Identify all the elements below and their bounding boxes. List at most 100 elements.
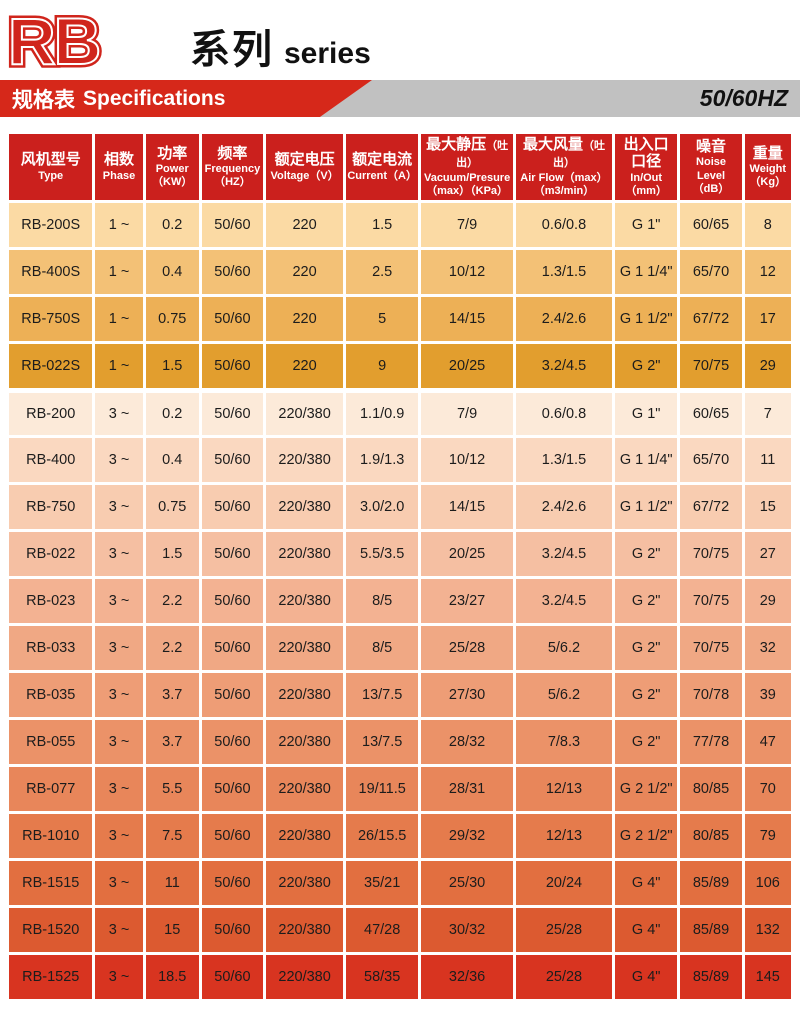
rb-logo: RB RB (8, 8, 105, 74)
column-header: 最大静压（吐出） Vacuum/Presure （max）（KPa） (421, 134, 514, 200)
value-cell: 65/70 (680, 250, 742, 294)
value-cell: 47 (744, 720, 791, 764)
value-cell: 3.0/2.0 (346, 485, 419, 529)
value-cell: G 4" (614, 955, 678, 999)
specifications-title-cn: 规格表 (12, 88, 75, 112)
table-row: RB-077 3 ~5.5 50/60 220/380 19/11.5 28/31 12/1… (9, 767, 791, 811)
value-cell: 220/380 (265, 720, 344, 764)
value-cell: 50/60 (201, 485, 263, 529)
spec-table-wrap: 风机型号 Type 相数 Phase 功率 Power （KW） 频率 Frequency （… (0, 117, 800, 1002)
value-cell: 0.6/0.8 (516, 203, 612, 247)
header-row: 风机型号 Type 相数 Phase 功率 Power （KW） 频率 Frequency （… (9, 134, 791, 200)
column-header-cn: 功率 (157, 144, 188, 162)
value-cell: 1.1/0.9 (346, 391, 419, 435)
value-cell: 220/380 (265, 861, 344, 905)
column-header-en: Current（A） (347, 169, 417, 182)
column-header: 最大风量（吐出） Air Flow（max） （m3/min） (516, 134, 612, 200)
table-row: RB-1525 3 ~18.5 50/60 220/380 58/35 32/36 25/2… (9, 955, 791, 999)
value-cell: G 2" (614, 579, 678, 623)
table-row: RB-023 3 ~2.2 50/60 220/380 8/5 23/27 3.2/4.5 G… (9, 579, 791, 623)
column-header-en: Weight （Kg） (749, 162, 787, 189)
value-cell: 85/89 (680, 955, 742, 999)
table-row: RB-022 3 ~1.5 50/60 220/380 5.5/3.5 20/25 3.2/… (9, 532, 791, 576)
value-cell: 50/60 (201, 438, 263, 482)
rb-logo-text: RB (8, 8, 99, 74)
specifications-title: 规格表 Specifications (0, 80, 372, 117)
column-header-cn-small: （吐出） (552, 140, 605, 170)
table-row: RB-055 3 ~3.7 50/60 220/380 13/7.5 28/32 7/8.3… (9, 720, 791, 764)
model-cell: RB-1010 (9, 814, 93, 858)
value-cell: 106 (744, 861, 791, 905)
table-row: RB-400 3 ~0.4 50/60 220/380 1.9/1.3 10/12 1.3/… (9, 438, 791, 482)
value-cell: 70 (744, 767, 791, 811)
model-cell: RB-077 (9, 767, 93, 811)
table-row: RB-1010 3 ~7.5 50/60 220/380 26/15.5 29/32 12/… (9, 814, 791, 858)
specifications-title-en: Specifications (83, 86, 226, 110)
value-cell: 85/89 (680, 861, 742, 905)
value-cell: 2.4/2.6 (516, 485, 612, 529)
value-cell: 19/11.5 (346, 767, 419, 811)
model-cell: RB-023 (9, 579, 93, 623)
value-cell: 220/380 (265, 579, 344, 623)
column-header-en: Air Flow（max） （m3/min） (520, 171, 608, 197)
value-cell: 50/60 (201, 626, 263, 670)
model-cell: RB-200S (9, 203, 93, 247)
column-header-cn: 风机型号 (20, 151, 81, 169)
value-cell: 35/21 (346, 861, 419, 905)
value-cell: 50/60 (201, 250, 263, 294)
spec-table: 风机型号 Type 相数 Phase 功率 Power （KW） 频率 Frequency （… (6, 131, 794, 1002)
value-cell: 50/60 (201, 767, 263, 811)
value-cell: 14/15 (421, 485, 514, 529)
column-header: 重量 Weight （Kg） (744, 134, 791, 200)
table-row: RB-200S 1 ~0.2 50/60 220 1.5 7/9 0.6/0.8 G 1" 60… (9, 203, 791, 247)
value-cell: 0.2 (145, 391, 199, 435)
value-cell: 3 ~ (95, 767, 143, 811)
frequency-badge: 50/60HZ (699, 85, 788, 111)
value-cell: 3 ~ (95, 626, 143, 670)
value-cell: 9 (346, 344, 419, 388)
column-header: 额定电压 Voltage（V） (265, 134, 344, 200)
value-cell: 1.3/1.5 (516, 250, 612, 294)
value-cell: 80/85 (680, 767, 742, 811)
table-row: RB-750 3 ~0.75 50/60 220/380 3.0/2.0 14/15 2.4… (9, 485, 791, 529)
value-cell: 5.5 (145, 767, 199, 811)
column-header-en: In/Out（mm） (625, 171, 667, 197)
value-cell: 7/9 (421, 391, 514, 435)
value-cell: 3 ~ (95, 955, 143, 999)
value-cell: 50/60 (201, 908, 263, 952)
value-cell: 10/12 (421, 438, 514, 482)
value-cell: 23/27 (421, 579, 514, 623)
value-cell: 29 (744, 579, 791, 623)
value-cell: G 1 1/4" (614, 250, 678, 294)
column-header-cn: 噪音 (696, 138, 727, 156)
value-cell: G 4" (614, 861, 678, 905)
value-cell: 220 (265, 250, 344, 294)
value-cell: 70/75 (680, 532, 742, 576)
value-cell: 145 (744, 955, 791, 999)
value-cell: 3.2/4.5 (516, 344, 612, 388)
value-cell: 77/78 (680, 720, 742, 764)
table-row: RB-022S 1 ~1.5 50/60 220 9 20/25 3.2/4.5 G 2" 70… (9, 344, 791, 388)
column-header-en: Vacuum/Presure （max）（KPa） (423, 171, 511, 197)
column-header-en: Phase (102, 169, 136, 182)
model-cell: RB-750S (9, 297, 93, 341)
column-header-cn: 最大风量（吐出） (522, 136, 605, 170)
value-cell: 7/8.3 (516, 720, 612, 764)
value-cell: 0.2 (145, 203, 199, 247)
value-cell: 3 ~ (95, 673, 143, 717)
value-cell: 220/380 (265, 814, 344, 858)
value-cell: 25/30 (421, 861, 514, 905)
value-cell: 13/7.5 (346, 673, 419, 717)
column-header-cn: 额定电流 (352, 151, 413, 169)
series-label-en: series (284, 37, 371, 70)
value-cell: 1.5 (145, 532, 199, 576)
value-cell: 0.75 (145, 485, 199, 529)
value-cell: 1 ~ (95, 344, 143, 388)
model-cell: RB-1520 (9, 908, 93, 952)
value-cell: 29/32 (421, 814, 514, 858)
value-cell: 3.2/4.5 (516, 532, 612, 576)
value-cell: G 1 1/2" (614, 485, 678, 529)
value-cell: 28/32 (421, 720, 514, 764)
value-cell: 25/28 (516, 955, 612, 999)
value-cell: 8/5 (346, 579, 419, 623)
